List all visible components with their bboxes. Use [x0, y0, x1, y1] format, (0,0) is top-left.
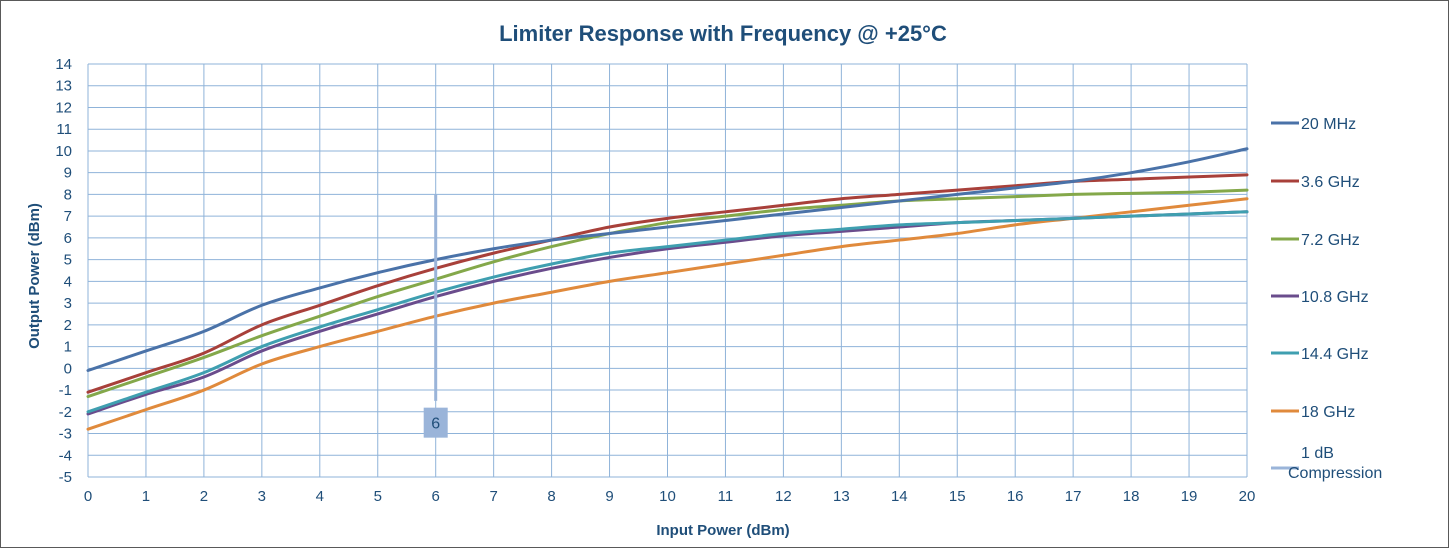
- series-line-7-2-ghz: [86, 188, 1249, 399]
- x-tick-label: 7: [489, 488, 497, 505]
- x-tick-label: 5: [374, 488, 382, 505]
- y-tick-label: -5: [59, 469, 72, 486]
- compression-marker-label-box: [423, 407, 448, 438]
- y-tick-label: 1: [64, 339, 72, 356]
- x-tick-labels: 0 1 2 3 4 5 6 7 8 9 10 11 12 13 14 15 16 17 18 19 20: [84, 488, 1256, 505]
- legend-label: 18 GHz: [1301, 404, 1355, 421]
- x-tick-label: 12: [775, 488, 792, 505]
- x-tick-label: 4: [316, 488, 324, 505]
- grid: [87, 63, 1248, 478]
- legend: 20 MHz 3.6 GHz 7.2 GHz 10.8 GHz 14.4 GHz 18 G…: [1271, 116, 1382, 482]
- y-tick-label: 5: [64, 252, 72, 269]
- legend-label: 1 dB: [1301, 445, 1334, 462]
- legend-label-line2: Compression: [1288, 465, 1382, 482]
- x-axis-title: Input Power (dBm): [656, 522, 789, 539]
- y-tick-label: 9: [64, 165, 72, 182]
- legend-label: 20 MHz: [1301, 116, 1356, 133]
- x-tick-label: 15: [949, 488, 966, 505]
- legend-label: 7.2 GHz: [1301, 232, 1360, 249]
- legend-label: 3.6 GHz: [1301, 174, 1360, 191]
- y-tick-label: 0: [64, 360, 72, 377]
- x-tick-label: 8: [547, 488, 555, 505]
- x-tick-label: 9: [605, 488, 613, 505]
- x-tick-label: 2: [200, 488, 208, 505]
- x-tick-label: 11: [718, 488, 734, 505]
- y-tick-label: -3: [59, 426, 72, 443]
- y-tick-label: 8: [64, 186, 72, 203]
- chart-title: Limiter Response with Frequency @ +25°C: [499, 21, 947, 46]
- x-tick-label: 16: [1007, 488, 1024, 505]
- y-tick-label: 4: [64, 273, 72, 290]
- y-tick-label: -4: [59, 447, 72, 464]
- compression-marker: 6: [423, 194, 448, 438]
- x-tick-label: 19: [1181, 488, 1198, 505]
- y-tick-label: 2: [64, 317, 72, 334]
- y-tick-label: 6: [64, 230, 72, 247]
- compression-marker-label: 6: [431, 416, 440, 433]
- x-tick-label: 20: [1239, 488, 1256, 505]
- y-tick-label: 12: [55, 99, 72, 116]
- y-tick-label: -2: [59, 404, 72, 421]
- series-line-20-mhz: [86, 147, 1249, 372]
- x-tick-label: 10: [659, 488, 676, 505]
- x-tick-label: 13: [833, 488, 850, 505]
- x-tick-label: 17: [1065, 488, 1082, 505]
- y-axis-title: Output Power (dBm): [26, 203, 43, 349]
- x-tick-label: 18: [1123, 488, 1140, 505]
- y-tick-label: 7: [64, 208, 72, 225]
- x-tick-label: 3: [258, 488, 266, 505]
- y-tick-label: -1: [59, 382, 72, 399]
- x-tick-label: 1: [142, 488, 150, 505]
- legend-label: 10.8 GHz: [1301, 289, 1369, 306]
- series-lines: [86, 147, 1249, 431]
- x-tick-label: 6: [432, 488, 440, 505]
- x-tick-label: 14: [891, 488, 908, 505]
- y-tick-label: 3: [64, 295, 72, 312]
- y-tick-label: 13: [55, 78, 72, 95]
- y-tick-label: 11: [56, 121, 72, 138]
- legend-label: 14.4 GHz: [1301, 346, 1369, 363]
- x-tick-label: 0: [84, 488, 92, 505]
- series-line-14-4-ghz: [86, 210, 1249, 414]
- y-tick-label: 14: [55, 56, 72, 73]
- y-tick-label: 10: [55, 143, 72, 160]
